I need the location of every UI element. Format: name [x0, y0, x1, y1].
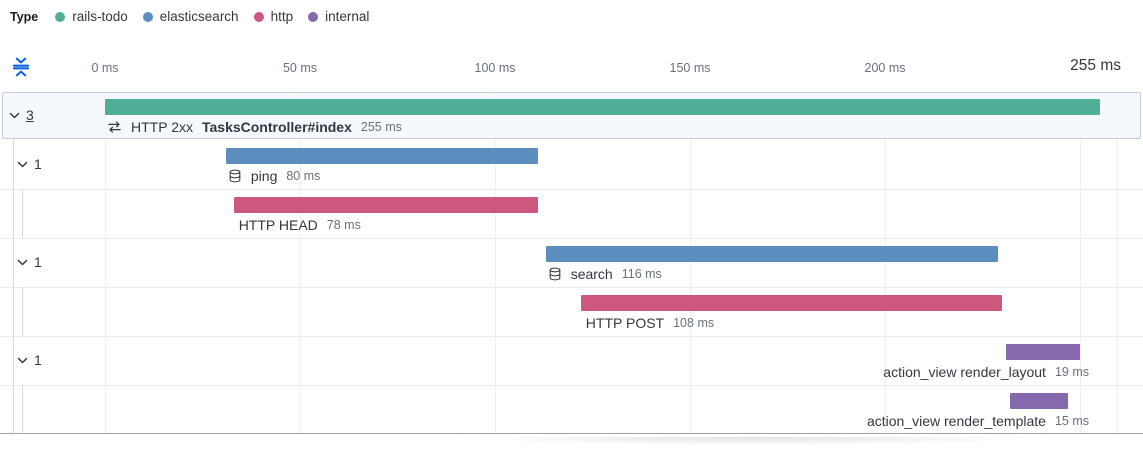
span-name: TasksController#index — [201, 119, 352, 135]
legend-item-label: internal — [325, 9, 370, 24]
span-name: HTTP HEAD — [238, 217, 318, 233]
legend-items: rails-todo elasticsearch http internal — [55, 9, 369, 24]
collapse-all-button[interactable] — [9, 54, 33, 80]
chevron-down-icon — [17, 357, 28, 363]
legend-color-dot — [142, 11, 153, 22]
span-label: HTTP HEAD 78 ms — [239, 216, 361, 234]
span-label: action_view render_layout 19 ms — [883, 363, 1089, 381]
span-duration: 116 ms — [621, 267, 662, 281]
span-duration: 19 ms — [1054, 365, 1089, 379]
waterfall-chart: 3 HTTP 2xx TasksController#index 255 ms 1 pin… — [0, 91, 1143, 434]
gridline-150ms — [690, 91, 691, 433]
child-count: 3 — [26, 107, 34, 123]
gridline-250ms — [1080, 91, 1081, 433]
span-bar-action-view-render-template[interactable] — [1009, 393, 1069, 409]
span-duration: 255 ms — [360, 120, 402, 134]
database-icon — [228, 169, 242, 183]
span-label: search 116 ms — [548, 265, 662, 283]
tree-connector — [22, 189, 23, 238]
legend-title: Type — [10, 9, 39, 24]
span-bar-taskscontroller-index[interactable] — [105, 99, 1100, 115]
legend-item-label: http — [270, 9, 294, 24]
child-count: 1 — [34, 254, 42, 270]
chart-right-edge — [1117, 91, 1118, 433]
span-name: search — [570, 266, 613, 282]
axis-tick-50ms: 50 ms — [282, 61, 318, 75]
chevron-down-icon — [17, 259, 28, 265]
row-separator — [0, 287, 1143, 288]
span-bar-search[interactable] — [545, 246, 999, 262]
axis-tick-150ms: 150 ms — [669, 61, 711, 75]
legend-item-rails-todo[interactable]: rails-todo — [55, 9, 128, 24]
axis-tick-0ms: 0 ms — [91, 61, 119, 75]
legend-color-dot — [253, 11, 264, 22]
row-separator — [0, 385, 1143, 386]
database-icon — [548, 267, 562, 281]
chevron-down-icon — [9, 112, 20, 118]
result-label: HTTP 2xx — [131, 119, 193, 135]
type-legend: Type rails-todo elasticsearch http internal — [10, 9, 369, 24]
tree-connector — [22, 385, 23, 434]
span-bar-action-view-render-layout[interactable] — [1005, 344, 1080, 360]
span-name: action_view render_layout — [883, 364, 1046, 380]
transaction-icon — [107, 120, 122, 135]
span-name: ping — [250, 168, 278, 184]
database-icon — [229, 169, 241, 183]
span-bar-http-post[interactable] — [580, 295, 1002, 311]
span-label: action_view render_template 15 ms — [867, 412, 1089, 430]
row-separator — [0, 189, 1143, 190]
child-count: 1 — [34, 156, 42, 172]
gridline-200ms — [885, 91, 886, 433]
collapse-toggle[interactable]: 3 — [8, 105, 34, 125]
span-bar-ping[interactable] — [225, 148, 538, 164]
legend-item-elasticsearch[interactable]: elasticsearch — [142, 9, 239, 24]
span-duration: 15 ms — [1054, 414, 1089, 428]
legend-item-label: elasticsearch — [159, 9, 239, 24]
axis-tick-255ms: 255 ms — [1070, 57, 1121, 74]
collapse-toggle[interactable]: 1 — [16, 350, 42, 370]
transaction-icon — [108, 120, 121, 133]
span-duration: 78 ms — [326, 218, 361, 232]
timeline-fold-icon — [12, 57, 30, 77]
axis-tick-200ms: 200 ms — [864, 61, 906, 75]
collapse-toggle[interactable]: 1 — [16, 154, 42, 174]
child-count: 1 — [34, 352, 42, 368]
span-name: HTTP POST — [585, 315, 665, 331]
chevron-down-icon — [17, 161, 28, 167]
tree-connector — [13, 139, 14, 434]
row-separator — [0, 336, 1143, 337]
span-label: HTTP POST 108 ms — [586, 314, 714, 332]
span-duration: 108 ms — [673, 316, 715, 330]
tree-connector — [22, 287, 23, 336]
span-label: ping 80 ms — [228, 167, 321, 185]
gridline-100ms — [495, 91, 496, 433]
span-bar-http-head[interactable] — [233, 197, 538, 213]
gridline-50ms — [300, 91, 301, 433]
gridline-0ms — [105, 91, 106, 433]
axis-tick-100ms: 100 ms — [474, 61, 516, 75]
span-duration: 80 ms — [286, 169, 321, 183]
legend-color-dot — [55, 11, 66, 22]
collapse-toggle[interactable]: 1 — [16, 252, 42, 272]
legend-item-label: rails-todo — [72, 9, 128, 24]
legend-item-http[interactable]: http — [253, 9, 294, 24]
span-label: HTTP 2xx TasksController#index 255 ms — [107, 118, 402, 136]
legend-item-internal[interactable]: internal — [308, 9, 369, 24]
bottom-shadow — [395, 437, 1107, 449]
row-separator — [0, 238, 1143, 239]
legend-color-dot — [308, 11, 319, 22]
span-name: action_view render_template — [866, 413, 1046, 429]
database-icon — [549, 267, 561, 281]
